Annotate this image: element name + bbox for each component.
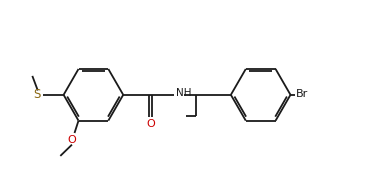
Text: Br: Br xyxy=(296,89,308,100)
Text: NH: NH xyxy=(176,88,191,98)
Text: O: O xyxy=(68,134,76,145)
Text: S: S xyxy=(34,88,41,101)
Text: O: O xyxy=(146,119,155,129)
